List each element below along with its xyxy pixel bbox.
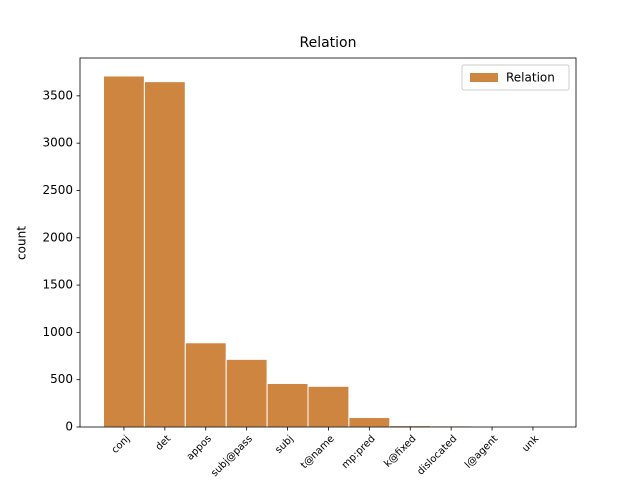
bar bbox=[143, 81, 186, 428]
x-tick-label: mp:pred bbox=[340, 433, 378, 471]
y-tick-label: 500 bbox=[50, 372, 73, 386]
x-tick-label: unk bbox=[520, 433, 541, 454]
y-tick-label: 3000 bbox=[42, 136, 73, 150]
x-tick-label: appos bbox=[185, 433, 214, 462]
bar bbox=[348, 417, 391, 428]
y-tick-label: 0 bbox=[65, 420, 73, 434]
x-tick-label: l@agent bbox=[463, 433, 500, 470]
x-tick-label: det bbox=[154, 433, 173, 452]
bar bbox=[103, 75, 145, 428]
legend-box bbox=[461, 64, 570, 91]
x-tick-label: dislocated bbox=[415, 433, 459, 477]
chart-title: Relation bbox=[300, 35, 357, 51]
x-tick-label: t@name bbox=[299, 433, 337, 471]
y-tick-label: 2500 bbox=[42, 183, 73, 197]
bar bbox=[266, 382, 309, 428]
bar bbox=[307, 385, 350, 428]
legend-swatch bbox=[470, 73, 498, 82]
x-tick-label: subj@pass bbox=[209, 433, 255, 479]
x-tick-label: k@fixed bbox=[382, 433, 418, 469]
y-tick-label: 1000 bbox=[42, 325, 73, 339]
y-tick-label: 3500 bbox=[42, 88, 73, 102]
legend-label: Relation bbox=[506, 71, 555, 85]
bar bbox=[184, 342, 227, 428]
bar bbox=[225, 358, 268, 428]
x-tick-label: subj bbox=[273, 433, 295, 455]
y-tick-label: 2000 bbox=[42, 230, 73, 244]
y-tick-label: 1500 bbox=[42, 278, 73, 292]
y-axis-label: count bbox=[15, 226, 29, 260]
plot-frame bbox=[79, 57, 577, 428]
x-tick-label: conj bbox=[110, 433, 132, 455]
